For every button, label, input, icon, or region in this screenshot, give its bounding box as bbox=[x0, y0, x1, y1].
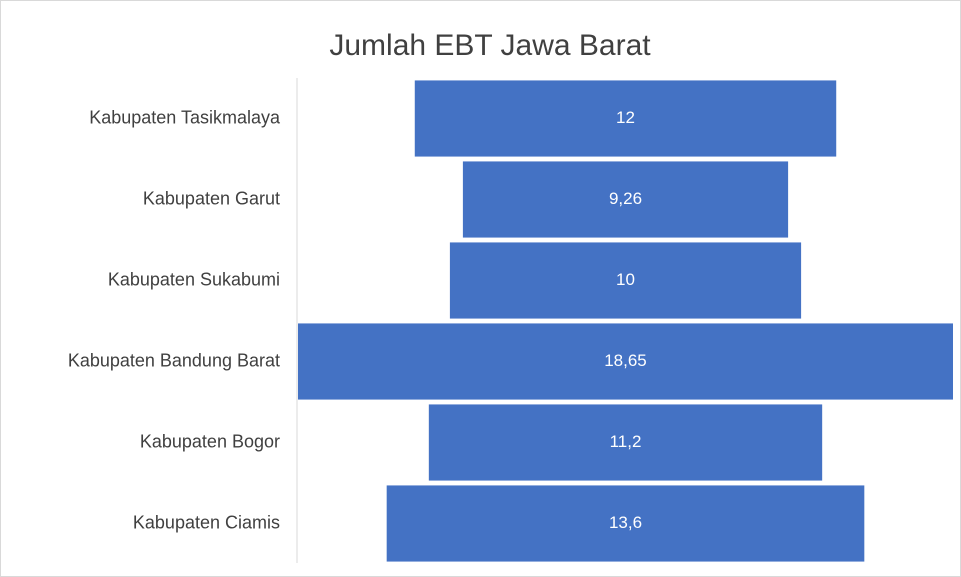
data-label: 10 bbox=[616, 270, 635, 289]
category-label: Kabupaten Tasikmalaya bbox=[89, 107, 281, 127]
data-label: 18,65 bbox=[604, 351, 647, 370]
category-label: Kabupaten Garut bbox=[143, 188, 280, 208]
bar bbox=[449, 242, 802, 319]
chart-title: Jumlah EBT Jawa Barat bbox=[329, 29, 651, 62]
bar bbox=[386, 485, 865, 562]
bar bbox=[462, 161, 789, 238]
data-label: 13,6 bbox=[609, 513, 642, 532]
category-label: Kabupaten Ciamis bbox=[133, 512, 280, 532]
bar bbox=[298, 323, 953, 400]
bar bbox=[428, 404, 823, 481]
category-label: Kabupaten Sukabumi bbox=[108, 269, 280, 289]
data-label: 9,26 bbox=[609, 189, 642, 208]
data-label: 11,2 bbox=[610, 432, 642, 451]
bar bbox=[414, 80, 837, 157]
data-label: 12 bbox=[616, 108, 635, 127]
category-label: Kabupaten Bandung Barat bbox=[68, 350, 280, 370]
category-label: Kabupaten Bogor bbox=[140, 431, 280, 451]
